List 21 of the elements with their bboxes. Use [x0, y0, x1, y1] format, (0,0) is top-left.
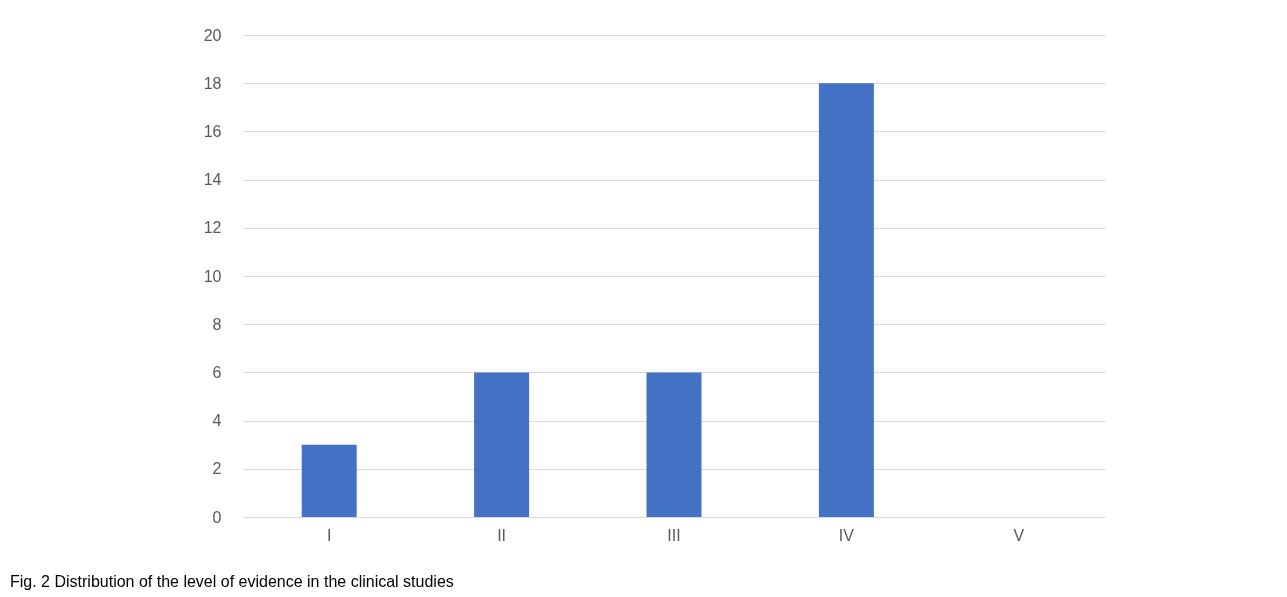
x-tick-label: I [326, 526, 332, 544]
y-tick-label: 8 [212, 315, 222, 333]
y-tick-label: 14 [203, 171, 222, 189]
x-tick-label: II [497, 526, 507, 544]
y-tick-label: 10 [203, 267, 222, 285]
y-tick-label: 2 [212, 460, 222, 478]
caption: Fig. 2 Distribution of the level of evidence in the clinical studies [10, 573, 454, 590]
y-tick-label: 6 [212, 363, 222, 381]
bar [301, 444, 357, 517]
y-tick-label: 20 [203, 26, 222, 44]
bar [646, 372, 702, 517]
y-tick-label: 18 [203, 74, 222, 92]
y-tick-label: 16 [203, 122, 222, 140]
y-tick-label: 0 [212, 508, 222, 526]
x-tick-label: IV [838, 526, 855, 544]
y-tick-label: 4 [212, 412, 222, 430]
bar [474, 372, 530, 517]
y-tick-label: 12 [203, 219, 222, 237]
bar [818, 83, 874, 517]
x-tick-label: V [1013, 526, 1025, 544]
x-tick-label: III [667, 526, 681, 544]
